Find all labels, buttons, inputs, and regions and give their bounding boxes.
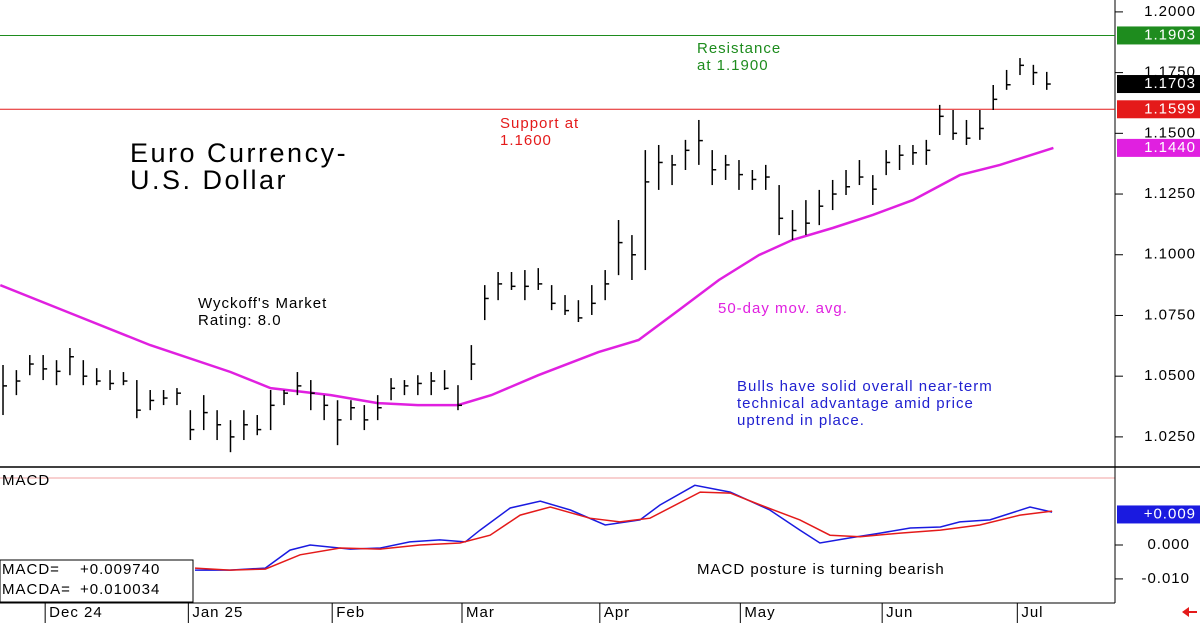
y-tick-label: 1.1000 [1144, 246, 1196, 263]
level-badge-label: 1.1703 [1144, 75, 1196, 92]
readout-value: +0.010034 [80, 581, 160, 598]
x-tick-label: May [744, 604, 775, 621]
chart-title: U.S. Dollar [130, 165, 288, 195]
scroll-arrow [1182, 607, 1197, 617]
x-tick-label: Mar [466, 604, 495, 621]
y-tick-label: 1.1500 [1144, 124, 1196, 141]
macd-title: MACD [2, 472, 50, 489]
chart-title: Euro Currency- [130, 138, 348, 168]
macd-layer [194, 484, 1053, 571]
annotation: MACD posture is turning bearish [697, 561, 945, 578]
x-tick-label: Jun [886, 604, 913, 621]
annotation: Wyckoff's Market [198, 295, 327, 312]
x-tick-label: Jul [1021, 604, 1043, 621]
x-tick-label: Dec 24 [49, 604, 103, 621]
x-tick-label: Jan 25 [192, 604, 243, 621]
annotation: uptrend in place. [737, 412, 865, 429]
annotation: 1.1600 [500, 132, 552, 149]
y-tick-label: 1.2000 [1144, 3, 1196, 20]
y-tick-label: 1.0750 [1144, 306, 1196, 323]
y-tick-label: 0.000 [1147, 536, 1190, 553]
annotation: at 1.1900 [697, 57, 769, 74]
level-badge [1117, 100, 1200, 119]
macd-line [194, 491, 1053, 571]
annotation: Support at [500, 115, 579, 132]
moving-average-line [0, 146, 1054, 407]
level-badge [1117, 138, 1200, 157]
annotation: technical advantage amid price [737, 395, 974, 412]
readout-label: MACD= [2, 561, 60, 578]
value-badge-label: +0.009 [1144, 505, 1196, 522]
x-tick-label: Feb [336, 604, 365, 621]
level-badge [1117, 26, 1200, 45]
level-badge-label: 1.1599 [1144, 100, 1196, 117]
y-tick-label: 1.0500 [1144, 367, 1196, 384]
readout-box [0, 559, 194, 603]
readout-value: +0.009740 [80, 561, 160, 578]
level-badge-label: 1.1440 [1144, 139, 1196, 156]
annotation: Resistance [697, 40, 781, 57]
annotation: Rating: 8.0 [198, 312, 282, 329]
y-tick-label: -0.010 [1141, 570, 1190, 587]
annotation: Bulls have solid overall near-term [737, 378, 993, 395]
y-tick-label: 1.1250 [1144, 185, 1196, 202]
level-badge [1117, 75, 1200, 94]
ma-label: 50-day mov. avg. [718, 300, 848, 317]
value-badge [1117, 505, 1200, 524]
readout-label: MACDA= [2, 581, 71, 598]
level-badge-label: 1.1903 [1144, 26, 1196, 43]
y-tick-label: 1.0250 [1144, 428, 1196, 445]
x-tick-label: Apr [604, 604, 630, 621]
